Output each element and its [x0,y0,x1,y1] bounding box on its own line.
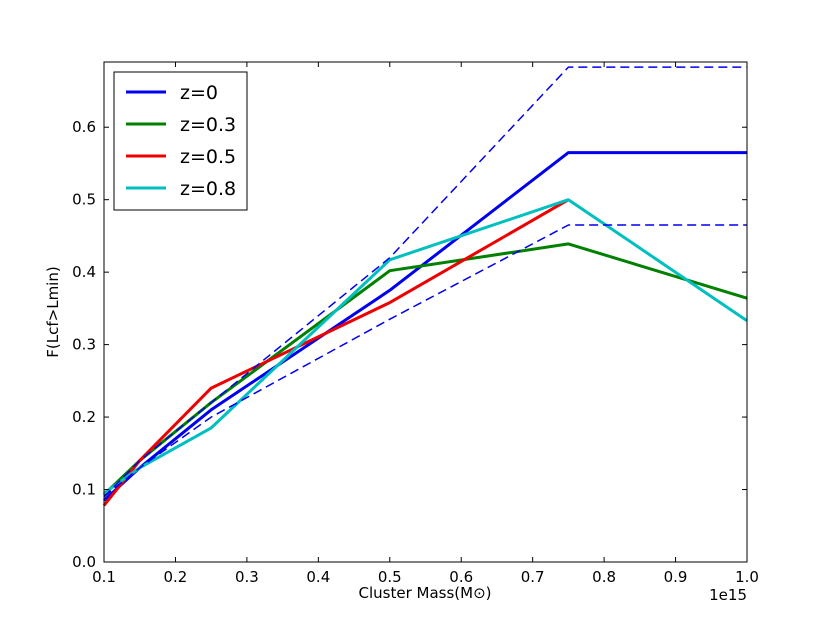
x-tick-label: 1.0 [735,568,759,586]
x-tick-label: 0.6 [449,568,473,586]
x-tick-label: 0.4 [306,568,330,586]
legend-label: z=0.8 [180,178,236,200]
series-layer [102,66,748,507]
x-tick-label: 0.1 [92,568,116,586]
y-tick-label: 0.2 [72,408,96,426]
x-tick-label: 0.2 [164,568,188,586]
x-offset-label: 1e15 [709,586,747,604]
plot-frame [103,61,748,563]
legend-label: z=0.5 [180,146,236,168]
y-tick-label: 0.5 [72,191,96,209]
series-line-4 [103,66,747,498]
y-tick-label: 0.6 [72,118,96,136]
x-tick-label: 0.7 [521,568,545,586]
x-axis-label: Cluster Mass(M⊙) [359,584,492,602]
legend-label: z=0.3 [180,114,236,136]
y-tick-label: 0.4 [72,263,96,281]
y-tick-label: 0.3 [72,336,96,354]
x-tick-label: 0.3 [235,568,259,586]
y-axis-label: F(Lcf>Lmin) [44,266,62,357]
series-line-3 [103,198,748,495]
legend-label: z=0 [180,82,218,104]
legend: z=0 z=0.3 z=0.5 z=0.8 [113,71,248,211]
x-tick-label: 0.5 [378,568,402,586]
x-tick-label: 0.8 [592,568,616,586]
y-tick-label: 0.0 [72,553,96,571]
y-tick-label: 0.1 [72,481,96,499]
x-tick-label: 0.9 [664,568,688,586]
ticks-layer: 0.1 0.2 0.3 0.4 0.5 0.6 0.7 0.8 0.9 1.00.00.10.20… [72,62,759,586]
